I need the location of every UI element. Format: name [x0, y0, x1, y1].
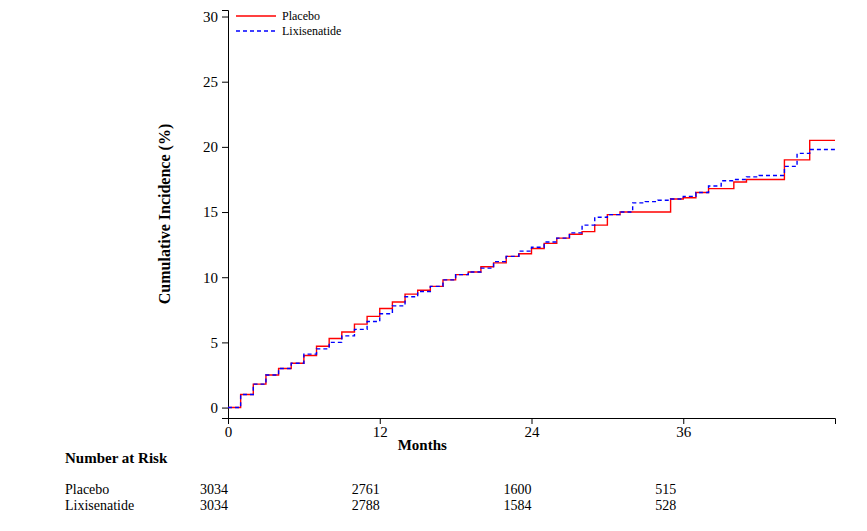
plot: 0 5 10 15 20 25 30 0 12 24 36 Months Cumulative Inci…	[156, 9, 836, 453]
x-tick: 24	[525, 418, 541, 440]
x-tick-label: 0	[225, 424, 233, 440]
legend-label: Lixisenatide	[282, 24, 341, 38]
y-tick-label: 20	[203, 139, 218, 155]
x-tick: 0	[225, 418, 233, 440]
series-group	[228, 140, 835, 407]
risk-count: 2761	[352, 482, 380, 497]
y-tick-label: 25	[203, 74, 218, 90]
risk-row-label: Lixisenatide	[65, 498, 134, 513]
legend: PlaceboLixisenatide	[236, 9, 341, 38]
chart: 0 5 10 15 20 25 30 0 12 24 36 Months Cumulative Inci…	[0, 0, 867, 531]
risk-count: 1600	[504, 482, 532, 497]
risk-count: 3034	[200, 498, 228, 513]
risk-count: 2788	[352, 498, 380, 513]
risk-count: 1584	[504, 498, 532, 513]
y-tick-mark	[222, 212, 228, 213]
legend-swatch	[236, 30, 276, 31]
y-tick: 0	[211, 400, 229, 416]
y-tick-label: 10	[203, 270, 218, 286]
y-tick: 5	[211, 335, 229, 351]
y-tick-mark	[222, 342, 228, 343]
risk-table: Number at Risk Placebo 3034 2761 1600 515 Lixi…	[65, 450, 676, 513]
risk-table-title: Number at Risk	[65, 450, 168, 466]
y-tick-label: 0	[211, 400, 219, 416]
y-tick: 10	[203, 270, 228, 286]
y-tick-mark	[222, 277, 228, 278]
y-axis-line	[222, 11, 229, 419]
legend-swatch	[236, 15, 276, 16]
y-tick-mark	[222, 82, 228, 83]
series-line	[228, 140, 835, 407]
y-axis-title: Cumulative Incidence (%)	[156, 124, 174, 304]
y-tick: 30	[203, 9, 228, 25]
x-axis: 0 12 24 36	[225, 418, 836, 440]
risk-count: 3034	[200, 482, 228, 497]
y-tick: 25	[203, 74, 228, 90]
x-tick-label: 12	[373, 424, 388, 440]
y-tick-mark	[222, 147, 228, 148]
y-tick-mark	[222, 17, 228, 18]
x-tick-label: 24	[525, 424, 541, 440]
series-line	[228, 149, 835, 407]
y-axis: 0 5 10 15 20 25 30	[203, 9, 229, 419]
y-tick-mark	[222, 408, 228, 409]
y-tick-label: 15	[203, 204, 218, 220]
x-tick: 36	[676, 418, 692, 440]
y-tick: 20	[203, 139, 228, 155]
y-tick-label: 30	[203, 9, 218, 25]
risk-count: 528	[655, 498, 676, 513]
x-tick-label: 36	[676, 424, 692, 440]
risk-count: 515	[655, 482, 676, 497]
y-tick: 15	[203, 204, 228, 220]
legend-label: Placebo	[282, 9, 320, 23]
x-axis-title: Months	[398, 437, 447, 453]
risk-row-label: Placebo	[65, 482, 109, 497]
y-tick-label: 5	[211, 335, 219, 351]
x-tick: 12	[373, 418, 388, 440]
